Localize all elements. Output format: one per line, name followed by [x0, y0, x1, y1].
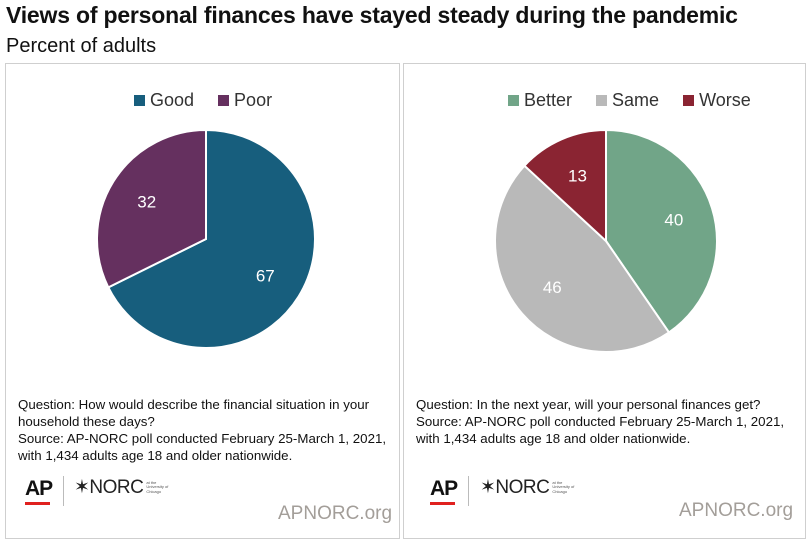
pie-slice-poor [96, 128, 207, 289]
source-text: Source: AP-NORC poll conducted February … [416, 414, 785, 446]
pie-slice-better [605, 128, 718, 334]
data-label-worse: 13 [568, 166, 587, 185]
pie-chart-future-finances: 40 46 13 [494, 128, 718, 353]
legend-label-better: Better [524, 90, 573, 110]
pie-slice-worse [523, 128, 607, 244]
legend-item-better: Better [508, 90, 572, 111]
legend-item-good: Good [134, 90, 194, 111]
source-text: Source: AP-NORC poll conducted February … [18, 431, 387, 463]
legend-swatch-better [508, 95, 519, 106]
site-link[interactable]: APNORC.org [278, 503, 393, 524]
logo-divider [468, 476, 469, 506]
norc-affiliation: at the University of Chicago [146, 479, 169, 494]
norc-logo-text: NORC [495, 476, 550, 498]
legend-label-poor: Poor [234, 90, 273, 110]
legend-label-worse: Worse [699, 90, 751, 110]
legend-label-same: Same [612, 90, 660, 110]
ap-logo: AP [25, 477, 53, 505]
logo-divider [63, 476, 64, 506]
legend-swatch-worse [683, 95, 695, 106]
panel-future-finances: Better Same Worse 40 46 13 Question: In the … [403, 63, 806, 539]
legend-swatch-good [134, 95, 145, 106]
site-link[interactable]: APNORC.org [679, 500, 794, 521]
ap-logo-text: AP [430, 477, 458, 500]
chart-title: Views of personal finances have stayed s… [6, 2, 738, 28]
data-label-better: 40 [664, 210, 683, 229]
chart-subtitle: Percent of adults [6, 35, 157, 57]
legend-label-good: Good [150, 90, 195, 110]
pie-slice-same [494, 164, 671, 353]
data-label-poor: 32 [137, 193, 156, 212]
question-text: Question: In the next year, will your pe… [416, 397, 761, 412]
ap-logo: AP [430, 477, 458, 505]
legend-swatch-same [596, 95, 608, 106]
legend-item-worse: Worse [683, 90, 751, 111]
data-label-good: 67 [256, 266, 275, 285]
legend-item-same: Same [596, 90, 659, 111]
legend-swatch-poor [218, 95, 230, 106]
norc-logo-text: NORC [89, 476, 144, 498]
ap-logo-text: AP [25, 477, 53, 500]
norc-affiliation: at the University of Chicago [552, 479, 575, 494]
pie-chart-household-finances: 67 32 [96, 128, 316, 349]
norc-star-icon: ✶ [480, 477, 496, 498]
legend-item-poor: Poor [218, 90, 272, 111]
legend: Better Same Worse [508, 90, 751, 111]
norc-star-icon: ✶ [74, 477, 90, 498]
panel-household-finances: Good Poor 67 32 Question: How would descri… [5, 63, 400, 539]
pie-slice-good [106, 128, 316, 349]
question-text: Question: How would describe the financi… [18, 397, 370, 429]
data-label-same: 46 [543, 278, 562, 297]
norc-logo: ✶ NORC at the University of Chicago [74, 476, 168, 499]
norc-logo: ✶ NORC at the University of Chicago [480, 476, 574, 499]
legend: Good Poor [134, 90, 272, 111]
